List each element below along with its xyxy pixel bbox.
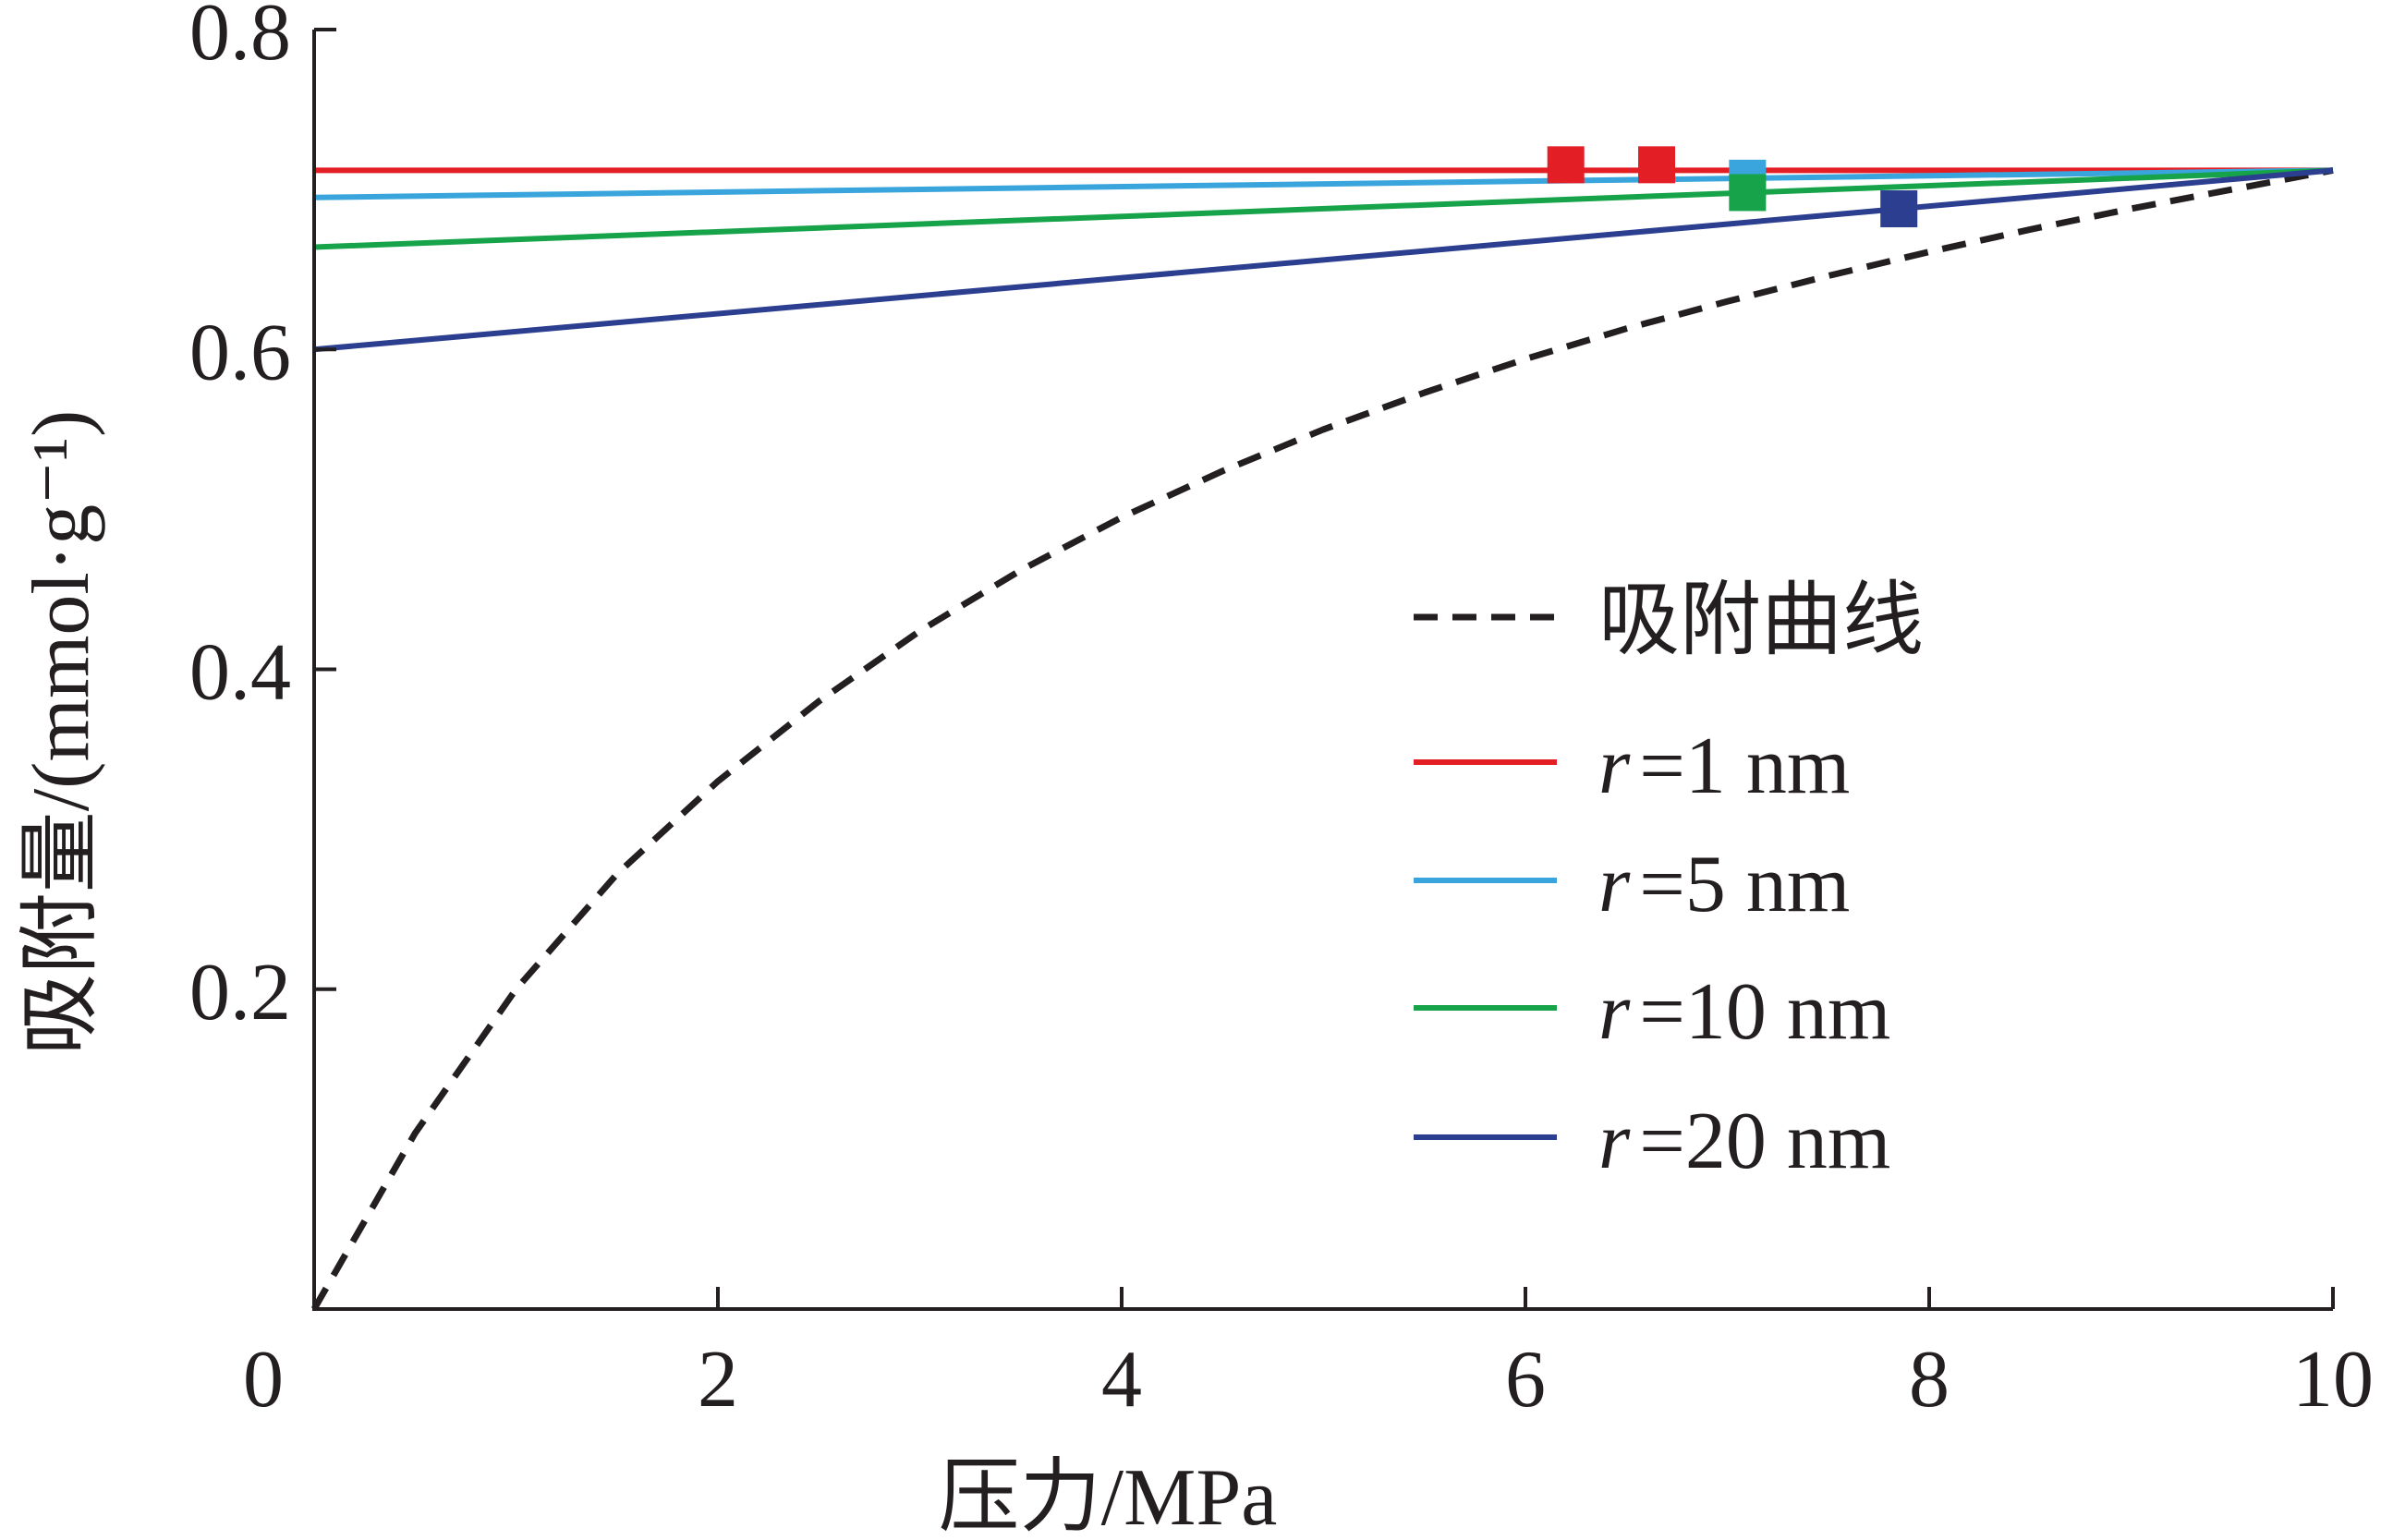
data-marker (1547, 146, 1585, 184)
x-tick-label: 10 (2292, 1335, 2374, 1425)
x-axis-title: 压力/MPa (939, 1453, 1278, 1540)
legend-label: r =1 nm (1598, 721, 1850, 811)
data-marker (1880, 190, 1918, 228)
series-line-3 (313, 167, 2334, 250)
data-marker (1638, 146, 1676, 184)
legend-label: r =5 nm (1598, 840, 1850, 929)
legend-label: r =20 nm (1598, 1097, 1890, 1186)
y-axis-title: 吸附量/(mmol·g⁻¹) (17, 410, 106, 1056)
x-tick-label: 6 (1505, 1335, 1546, 1425)
series-line-0 (310, 166, 2334, 1311)
y-tick-label: 0.4 (189, 628, 291, 718)
axes-layer: 0 2 4 6 8 10 0.2 0.4 0.6 0.8 (189, 0, 2374, 1425)
legend-label: r =10 nm (1598, 967, 1890, 1057)
y-tick-label: 0.2 (189, 948, 291, 1037)
x-tick-label: 4 (1101, 1335, 1142, 1425)
legend: 吸附曲线 r =1 nm r =5 nm r =10 nm r =20 nm (1414, 576, 1924, 1186)
series-line-4 (313, 167, 2334, 353)
x-tick-label: 2 (698, 1335, 738, 1425)
x-tick-label: 0 (243, 1335, 284, 1425)
x-tick-label: 8 (1909, 1335, 1950, 1425)
data-marker (1729, 174, 1767, 212)
y-tick-label: 0.8 (189, 0, 291, 78)
y-tick-label: 0.6 (189, 308, 291, 397)
legend-label: 吸附曲线 (1598, 576, 1924, 666)
series-line-2 (313, 167, 2334, 200)
marker-layer (1547, 146, 1918, 228)
series-layer (310, 166, 2334, 1311)
